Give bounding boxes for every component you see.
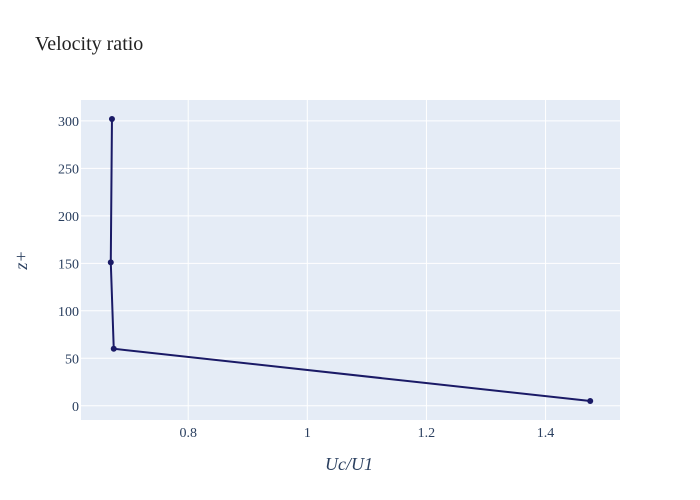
y-tick-label: 50: [65, 352, 79, 367]
y-tick-label: 250: [58, 162, 79, 177]
data-point: [107, 259, 114, 266]
y-gridlines: [81, 120, 620, 407]
x-tick-labels: 0.8 1 1.2 1.4: [179, 426, 554, 441]
data-point: [110, 345, 117, 352]
plot-area: [81, 100, 620, 420]
chart-title: Velocity ratio: [35, 33, 143, 55]
x-tick-label: 1.2: [418, 426, 436, 441]
series-layer: [107, 115, 594, 405]
y-tick-label: 200: [58, 210, 79, 225]
x-axis-title: Uc/U1: [325, 454, 373, 474]
y-tick-label: 150: [58, 257, 79, 272]
y-tick-labels: 0 50 100 150 200 250 300: [58, 115, 79, 415]
y-tick-label: 0: [72, 400, 79, 415]
x-tick-label: 1: [304, 426, 311, 441]
x-gridlines: [187, 100, 547, 420]
y-axis-title: z+: [11, 250, 31, 270]
data-point: [587, 398, 594, 405]
x-tick-label: 0.8: [179, 426, 197, 441]
series-line: [109, 118, 591, 403]
y-tick-label: 100: [58, 305, 79, 320]
data-point: [108, 115, 115, 122]
x-tick-label: 1.4: [537, 426, 555, 441]
y-tick-label: 300: [58, 115, 79, 130]
